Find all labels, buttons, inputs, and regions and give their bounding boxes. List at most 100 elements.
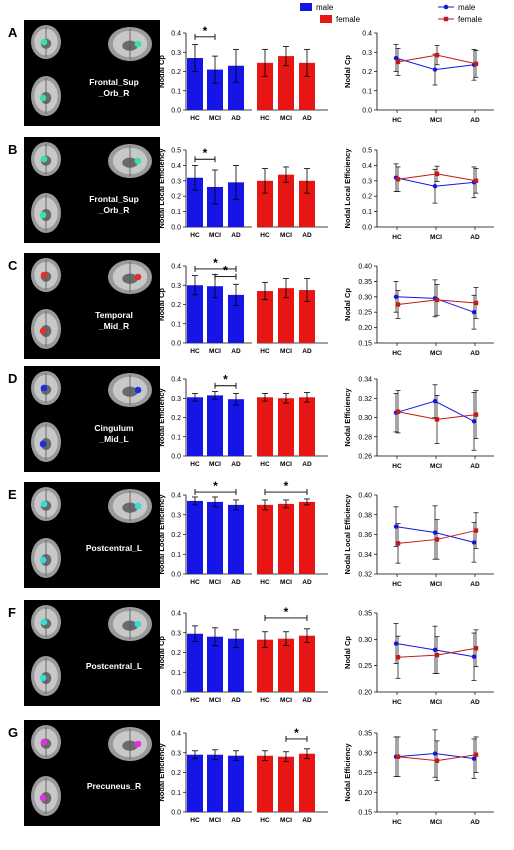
- region-label: Temporal: [95, 310, 133, 320]
- roi-blob-sagittal: [134, 502, 142, 510]
- bar-male-HC: [187, 58, 203, 110]
- point-male-MCI: [432, 67, 438, 72]
- point-female-AD: [473, 300, 479, 306]
- bar-male-MCI: [207, 186, 223, 227]
- line-chart: 0.20 0.25 0.30 0.35 Nodal Cp HC MCI AD: [343, 611, 494, 706]
- significance-star: *: [203, 24, 208, 38]
- bar-female-AD: [299, 180, 315, 227]
- line-y-tick-label: 0.34: [358, 552, 372, 559]
- line-chart: 0.26 0.28 0.30 0.32 0.34 Nodal Efficiency HC MC…: [343, 377, 494, 470]
- brain-sagittal: [108, 144, 152, 178]
- bar-female-HC: [257, 397, 273, 456]
- line-y-tick-label: 0.15: [358, 341, 372, 348]
- bar-x-tick-label: AD: [302, 348, 312, 355]
- bar-male-HC: [187, 754, 203, 812]
- bar-chart: 0.0 0.1 0.2 0.3 0.4 Nodal Efficiency HC MCI AD HC…: [157, 726, 328, 824]
- point-male-AD: [471, 419, 477, 424]
- brain-image: Frontal_Sup_Orb_R: [24, 20, 160, 126]
- brain-sagittal: [108, 489, 152, 523]
- point-male-AD: [471, 540, 477, 545]
- bar-y-tick-label: 0.1: [171, 209, 181, 216]
- line-y-label: Nodal Local Efficiency: [343, 494, 352, 575]
- bar-x-tick-label: AD: [231, 817, 241, 824]
- point-female-MCI: [434, 297, 440, 303]
- line-y-tick-label: 0.2: [362, 69, 372, 76]
- bar-chart: 0.0 0.1 0.2 0.3 0.4 Nodal Cp HC MCI AD HC MCI AD * *: [157, 256, 328, 355]
- significance-star: *: [213, 479, 218, 493]
- point-female-HC: [395, 302, 401, 307]
- line-y-tick-label: 0.35: [358, 279, 372, 286]
- bar-x-tick-label: HC: [260, 461, 270, 468]
- bar-x-tick-label: HC: [260, 697, 270, 704]
- bar-y-tick-label: 0.0: [171, 690, 181, 697]
- brain-axial: [31, 193, 61, 233]
- line-x-tick-label: MCI: [430, 463, 442, 470]
- bar-y-label: Nodal Local Efficiency: [157, 148, 166, 229]
- point-female-AD: [473, 61, 479, 66]
- bar-chart: 0.0 0.1 0.2 0.3 0.4 Nodal Cp HC MCI AD HC MCI AD *: [157, 605, 328, 704]
- brain-axial: [31, 656, 61, 696]
- line-y-tick-label: 0.32: [358, 396, 372, 403]
- line-y-tick-label: 0.20: [358, 325, 372, 332]
- point-female-MCI: [434, 758, 440, 763]
- bar-male-MCI: [207, 501, 223, 574]
- line-x-tick-label: MCI: [430, 581, 442, 588]
- bar-x-tick-label: HC: [190, 817, 200, 824]
- point-female-MCI: [434, 171, 440, 177]
- panel-A: A Frontal_Sup_Orb_R 0.0 0.1 0.2 0.3 0.4 Nodal C…: [8, 20, 494, 126]
- bar-y-tick-label: 0.0: [171, 454, 181, 461]
- line-y-tick-label: 0.30: [358, 750, 372, 757]
- bar-male-MCI: [207, 754, 223, 812]
- bar-female-AD: [299, 290, 315, 343]
- line-y-tick-label: 0.30: [358, 294, 372, 301]
- line-x-tick-label: MCI: [430, 819, 442, 826]
- significance-star: *: [223, 264, 228, 278]
- bar-y-tick-label: 0.2: [171, 532, 181, 539]
- point-female-MCI: [434, 652, 440, 658]
- bar-male-HC: [187, 633, 203, 692]
- line-y-tick-label: 0.26: [358, 454, 372, 461]
- bar-x-tick-label: AD: [231, 461, 241, 468]
- roi-blob-coronal: [40, 271, 48, 279]
- bar-female-MCI: [278, 174, 294, 227]
- line-y-tick-label: 0.5: [362, 148, 372, 155]
- line-y-tick-label: 0.30: [358, 637, 372, 644]
- brain-axial: [31, 76, 61, 116]
- point-female-HC: [395, 541, 401, 546]
- bar-y-tick-label: 0.1: [171, 670, 181, 677]
- bar-male-AD: [228, 638, 244, 692]
- point-female-MCI: [434, 52, 440, 58]
- bar-x-tick-label: HC: [190, 697, 200, 704]
- point-male-HC: [393, 294, 399, 299]
- line-y-tick-label: 0.40: [358, 493, 372, 500]
- line-y-tick-label: 0.25: [358, 310, 372, 317]
- bar-y-label: Nodal Cp: [157, 636, 166, 669]
- line-x-tick-label: HC: [392, 117, 402, 124]
- roi-blob-coronal: [40, 500, 48, 508]
- point-female-MCI: [434, 417, 440, 422]
- line-x-tick-label: AD: [470, 819, 480, 826]
- legend-swatch-male: [300, 3, 312, 11]
- bar-y-tick-label: 0.4: [171, 731, 181, 738]
- bar-y-tick-label: 0.2: [171, 302, 181, 309]
- bar-female-HC: [257, 755, 273, 812]
- line-y-label: Nodal Efficiency: [343, 388, 352, 447]
- bar-female-HC: [257, 180, 273, 227]
- bar-female-HC: [257, 291, 273, 343]
- bar-y-tick-label: 0.4: [171, 377, 181, 384]
- line-x-tick-label: MCI: [430, 699, 442, 706]
- bar-x-tick-label: MCI: [280, 348, 292, 355]
- bar-x-tick-label: AD: [231, 232, 241, 239]
- legend-marker-male: [443, 4, 449, 10]
- line-chart: 0.32 0.34 0.36 0.38 0.40 Nodal Local Efficien…: [343, 493, 494, 588]
- bar-y-tick-label: 0.2: [171, 650, 181, 657]
- bar-y-tick-label: 0.1: [171, 552, 181, 559]
- bar-y-tick-label: 0.1: [171, 321, 181, 328]
- line-y-tick-label: 0.0: [362, 108, 372, 115]
- bar-x-tick-label: MCI: [209, 697, 221, 704]
- line-y-tick-label: 0.30: [358, 415, 372, 422]
- panel-E: E Postcentral_L 0.0 0.1 0.2 0.3 0.4 Nodal Local…: [8, 479, 494, 588]
- roi-blob-sagittal: [134, 40, 142, 48]
- brain-axial: [31, 776, 61, 816]
- point-male-HC: [393, 641, 399, 646]
